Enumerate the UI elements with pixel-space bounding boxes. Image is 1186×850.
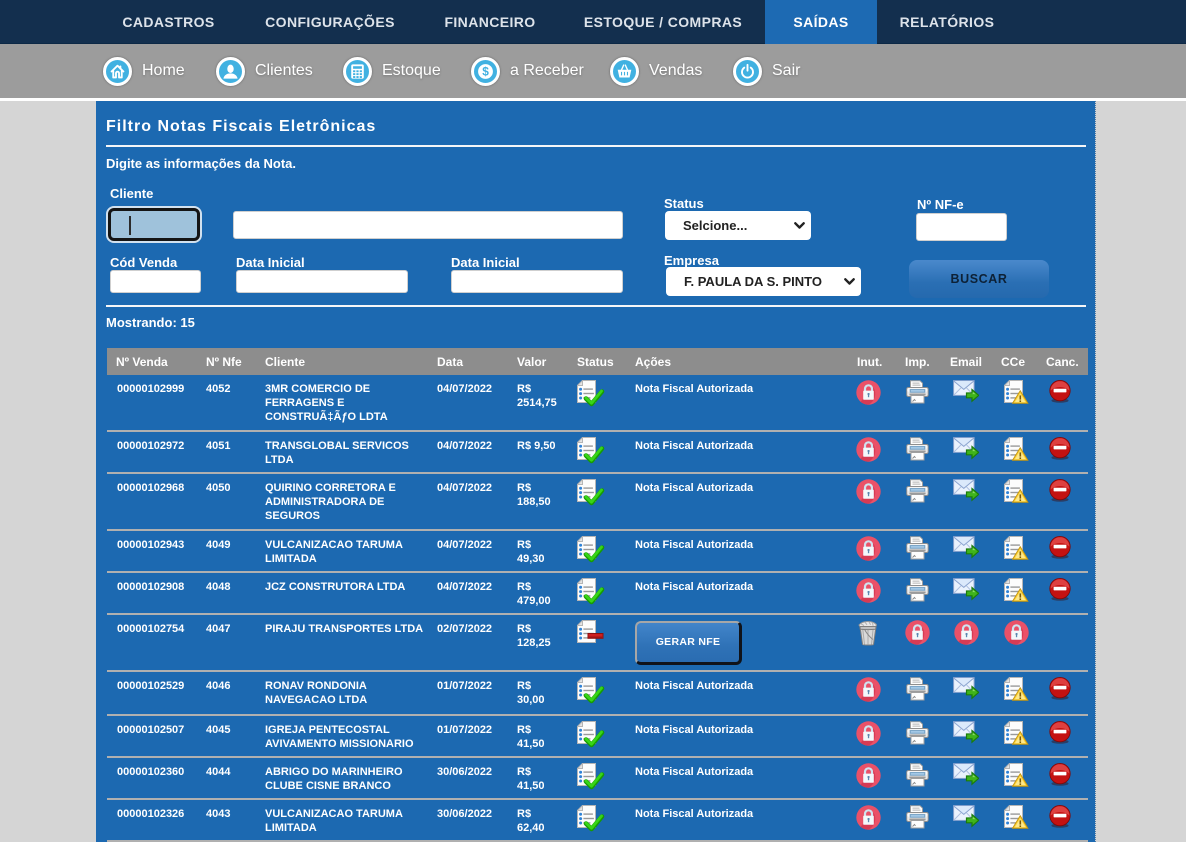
- svg-text:$: $: [482, 64, 489, 78]
